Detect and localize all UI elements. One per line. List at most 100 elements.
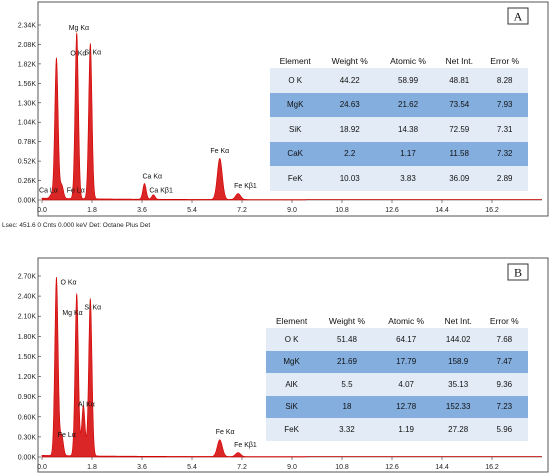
table-cell: 5.5 (317, 373, 377, 396)
table-cell: 21.69 (317, 350, 377, 373)
table-header-cell: Error % (489, 316, 519, 326)
table-cell: 7.23 (480, 395, 528, 418)
table-cell: O K (266, 328, 318, 351)
table-cell: 1.19 (376, 418, 436, 441)
table-cell: 5.96 (480, 418, 528, 441)
x-tick-label: 14.4 (435, 464, 449, 471)
table-header-cell: Weight % (328, 316, 366, 326)
peak-label: O Kα (70, 50, 86, 57)
x-tick-label: 1.8 (87, 207, 97, 214)
table-header-cell: Net Int. (444, 316, 472, 326)
peak-label: Fe Lα (58, 432, 76, 439)
table-cell: 9.36 (480, 373, 528, 396)
x-tick-label: 10.8 (335, 207, 349, 214)
table-row: MgK 21.69 17.79 158.9 7.47 (266, 350, 528, 373)
table-row: O K 51.48 64.17 144.02 7.68 (266, 328, 528, 351)
x-tick-label: 0.0 (37, 464, 47, 471)
y-tick-label: 0.52K (18, 159, 37, 166)
table-cell: 7.31 (481, 117, 528, 142)
y-tick-label: 0.26K (18, 178, 37, 185)
x-tick-label: 3.6 (137, 464, 147, 471)
table-row: FeK 3.32 1.19 27.28 5.96 (266, 418, 528, 441)
peak-label: Fe Kα (216, 429, 235, 436)
table-header-row: Element Weight % Atomic % Net Int. Error % (270, 54, 528, 68)
table-cell: 11.58 (437, 141, 482, 166)
peak-label: Ca Lα (39, 187, 58, 194)
y-tick-label: 2.70K (18, 274, 37, 281)
x-tick-label: 1.8 (87, 464, 97, 471)
y-tick-label: 1.80K (18, 334, 37, 341)
y-tick-label: 2.08K (18, 42, 37, 49)
table-cell: O K (270, 68, 321, 93)
peak-label: O Kα (60, 280, 76, 287)
spectrum-panel-b: B 0.00K 0.30K 0.60K 0.90K 1.20K 1.50K 1.80K 2.10… (0, 256, 550, 474)
table-cell: 7.32 (481, 141, 528, 166)
panel-letter: B (514, 266, 522, 280)
panel-letter-box (507, 263, 529, 281)
peak-label: Fe Kα (210, 148, 229, 155)
table-cell: 18 (317, 395, 377, 418)
table-cell: 144.02 (435, 328, 481, 351)
table-row: FeK 10.03 3.83 36.09 2.89 (270, 166, 528, 191)
y-tick-label: 2.34K (18, 23, 37, 30)
spectrum-trace (41, 277, 307, 458)
table-header-cell: Element (279, 56, 311, 66)
table-cell: 10.03 (320, 166, 380, 191)
y-tick-label: 0.30K (18, 434, 37, 441)
peak-label: Si Kα (84, 49, 101, 56)
y-tick-label: 0.00K (18, 455, 37, 462)
x-tick-label: 16.2 (485, 207, 499, 214)
table-cell: 48.81 (437, 68, 482, 93)
x-tick-label: 5.4 (187, 207, 197, 214)
x-tick-label: 9.0 (287, 464, 297, 471)
detector-caption: Lsec: 451.6 0 Cnts 0.000 keV Det: Octane… (2, 222, 151, 229)
table-cell: 51.48 (317, 328, 377, 351)
table-header-cell: Error % (490, 56, 520, 66)
table-cell: 152.33 (435, 395, 481, 418)
table-row: SiK 18 12.78 152.33 7.23 (266, 395, 528, 418)
table-cell: SiK (266, 395, 318, 418)
table-header-cell: Atomic % (390, 56, 426, 66)
table-cell: 14.38 (379, 117, 438, 142)
table-cell: 35.13 (435, 373, 481, 396)
table-cell: FeK (270, 166, 321, 191)
x-tick-label: 9.0 (287, 207, 297, 214)
table-cell: 7.68 (480, 328, 528, 351)
y-tick-label: 1.20K (18, 374, 37, 381)
table-row: MgK 24.63 21.62 73.54 7.93 (270, 92, 528, 117)
peak-label: Fe Lα (67, 188, 85, 195)
x-tick-label: 7.2 (237, 207, 247, 214)
table-cell: 4.07 (376, 373, 436, 396)
table-cell: 27.28 (435, 418, 481, 441)
table-cell: MgK (270, 92, 321, 117)
y-tick-label: 2.40K (18, 294, 37, 301)
y-tick-label: 1.56K (18, 81, 37, 88)
table-header-row: Element Weight % Atomic % Net Int. Error % (266, 314, 528, 328)
table-cell: CaK (270, 141, 321, 166)
table-cell: 1.17 (379, 141, 438, 166)
table-header-cell: Weight % (331, 56, 368, 66)
table-cell: 64.17 (376, 328, 436, 351)
y-tick-label: 0.00K (18, 198, 37, 205)
table-cell: FeK (266, 418, 318, 441)
table-cell: MgK (266, 350, 318, 373)
x-tick-label: 12.6 (385, 464, 399, 471)
table-cell: 44.22 (320, 68, 380, 93)
table-header-cell: Atomic % (388, 316, 425, 326)
y-tick-label: 1.30K (18, 100, 37, 107)
spectrum-panel-a: A 0.00K 0.26K 0.52K 0.78K 1.04K 1.30K 1.56K 1.82… (0, 0, 550, 232)
table-row: AlK 5.5 4.07 35.13 9.36 (266, 373, 528, 396)
y-tick-label: 2.10K (18, 314, 37, 321)
table-cell: 24.63 (320, 92, 380, 117)
table-cell: 73.54 (437, 92, 482, 117)
table-cell: 17.79 (376, 350, 436, 373)
y-tick-label: 1.50K (18, 354, 37, 361)
x-tick-label: 12.6 (385, 207, 399, 214)
x-tick-label: 0.0 (37, 207, 47, 214)
y-tick-label: 0.90K (18, 394, 37, 401)
table-cell: 8.28 (481, 68, 528, 93)
y-tick-label: 1.82K (18, 61, 37, 68)
table-row: CaK 2.2 1.17 11.58 7.32 (270, 141, 528, 166)
table-cell: 2.2 (320, 141, 380, 166)
table-header-cell: Element (276, 316, 308, 326)
